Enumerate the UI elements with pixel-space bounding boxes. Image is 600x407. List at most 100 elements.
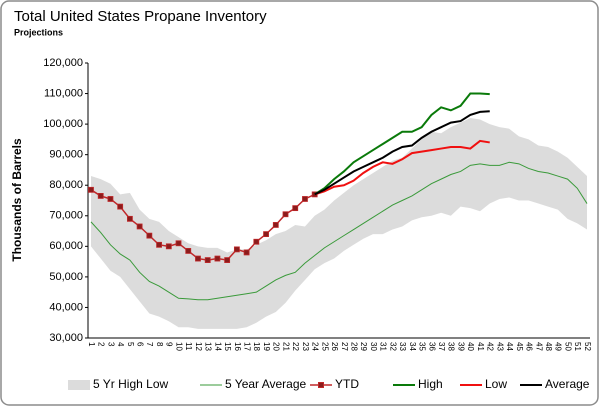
x-tick-label: 6 (136, 342, 145, 347)
x-tick-label: 28 (349, 342, 358, 351)
x-tick-label: 51 (573, 342, 582, 351)
x-tick-label: 4 (116, 342, 125, 347)
series-marker (282, 211, 289, 218)
series-marker (146, 232, 153, 239)
y-tick-label: 70,000 (49, 210, 83, 222)
series-marker (204, 257, 211, 263)
series-marker (117, 203, 124, 210)
series-marker (136, 223, 143, 230)
x-tick-label: 18 (252, 342, 261, 351)
x-tick-label: 33 (398, 342, 407, 351)
x-tick-label: 17 (242, 342, 251, 351)
x-tick-label: 32 (388, 342, 397, 351)
y-tick-label: 120,000 (43, 57, 83, 69)
x-tick-label: 29 (359, 342, 368, 351)
x-tick-label: 47 (534, 342, 543, 351)
series-marker (243, 249, 250, 256)
series-marker (272, 222, 279, 228)
x-tick-label: 21 (281, 342, 290, 351)
x-tick-label: 48 (544, 342, 553, 351)
x-tick-label: 23 (301, 342, 310, 351)
y-tick-label: 100,000 (43, 118, 83, 130)
x-tick-label: 43 (495, 342, 504, 351)
series-marker (263, 231, 269, 238)
y-tick-label: 60,000 (49, 240, 83, 252)
x-tick-label: 34 (408, 342, 417, 351)
legend-swatch (68, 380, 90, 390)
x-tick-label: 3 (106, 342, 115, 347)
x-tick-label: 2 (97, 342, 106, 347)
x-tick-label: 16 (233, 342, 242, 351)
y-tick-label: 90,000 (49, 149, 83, 161)
legend-label: High (418, 377, 443, 391)
x-tick-label: 44 (505, 342, 514, 351)
x-tick-label: 1 (87, 342, 96, 347)
x-tick-label: 11 (184, 342, 193, 351)
y-tick-label: 40,000 (49, 301, 83, 313)
series-line (314, 139, 490, 196)
x-tick-label: 15 (223, 342, 232, 351)
series-marker (233, 246, 240, 253)
legend-marker (318, 382, 324, 388)
x-tick-label: 50 (563, 342, 572, 351)
y-tick-label: 50,000 (49, 271, 83, 283)
series-marker (292, 205, 299, 212)
x-tick-label: 19 (262, 342, 271, 351)
x-tick-label: 24 (311, 342, 320, 351)
x-tick-label: 25 (320, 342, 329, 351)
y-axis-label: Thousands of Barrels (10, 138, 24, 262)
x-tick-label: 31 (379, 342, 388, 351)
series-marker (214, 255, 221, 262)
x-tick-label: 49 (554, 342, 563, 351)
x-tick-label: 20 (272, 342, 281, 351)
chart-title: Total United States Propane Inventory (14, 8, 267, 25)
series-marker (156, 241, 162, 248)
x-tick-label: 27 (340, 342, 349, 351)
x-tick-label: 26 (330, 342, 339, 351)
x-tick-label: 35 (418, 342, 427, 351)
series-marker (253, 238, 260, 245)
high-low-band (91, 118, 587, 329)
legend-label: 5 Year Average (225, 377, 307, 391)
series-marker (97, 193, 104, 199)
x-tick-label: 13 (204, 342, 213, 351)
x-tick-label: 14 (213, 342, 222, 351)
series-marker (175, 240, 182, 247)
series-line (314, 92, 490, 196)
series-marker (165, 243, 172, 250)
legend-label: Average (545, 377, 590, 391)
series-marker (185, 248, 192, 254)
x-tick-label: 40 (466, 342, 475, 351)
x-tick-label: 39 (456, 342, 465, 351)
series-line (90, 161, 588, 301)
legend-label: 5 Yr High Low (93, 377, 168, 391)
x-tick-label: 38 (447, 342, 456, 351)
x-tick-label: 7 (145, 342, 154, 347)
x-tick-label: 46 (525, 342, 534, 351)
series-marker (302, 196, 308, 202)
series-marker (195, 255, 201, 262)
x-tick-label: 22 (291, 342, 300, 351)
x-tick-label: 9 (165, 342, 174, 347)
series-marker (88, 186, 94, 193)
x-tick-label: 37 (437, 342, 446, 351)
x-tick-label: 10 (174, 342, 183, 351)
y-tick-label: 80,000 (49, 179, 83, 191)
legend-label: YTD (335, 377, 359, 391)
chart-subtitle: Projections (14, 27, 63, 37)
x-tick-label: 8 (155, 342, 164, 347)
x-tick-label: 36 (427, 342, 436, 351)
x-tick-label: 5 (126, 342, 135, 347)
x-tick-label: 12 (194, 342, 203, 351)
x-tick-label: 45 (515, 342, 524, 351)
y-tick-label: 30,000 (49, 332, 83, 344)
series-marker (224, 257, 231, 263)
series-marker (127, 215, 133, 222)
series-marker (107, 196, 114, 202)
legend-label: Low (485, 377, 507, 391)
x-tick-label: 30 (369, 342, 378, 351)
x-tick-label: 52 (583, 342, 592, 351)
x-tick-label: 41 (476, 342, 485, 351)
x-tick-label: 42 (486, 342, 495, 351)
